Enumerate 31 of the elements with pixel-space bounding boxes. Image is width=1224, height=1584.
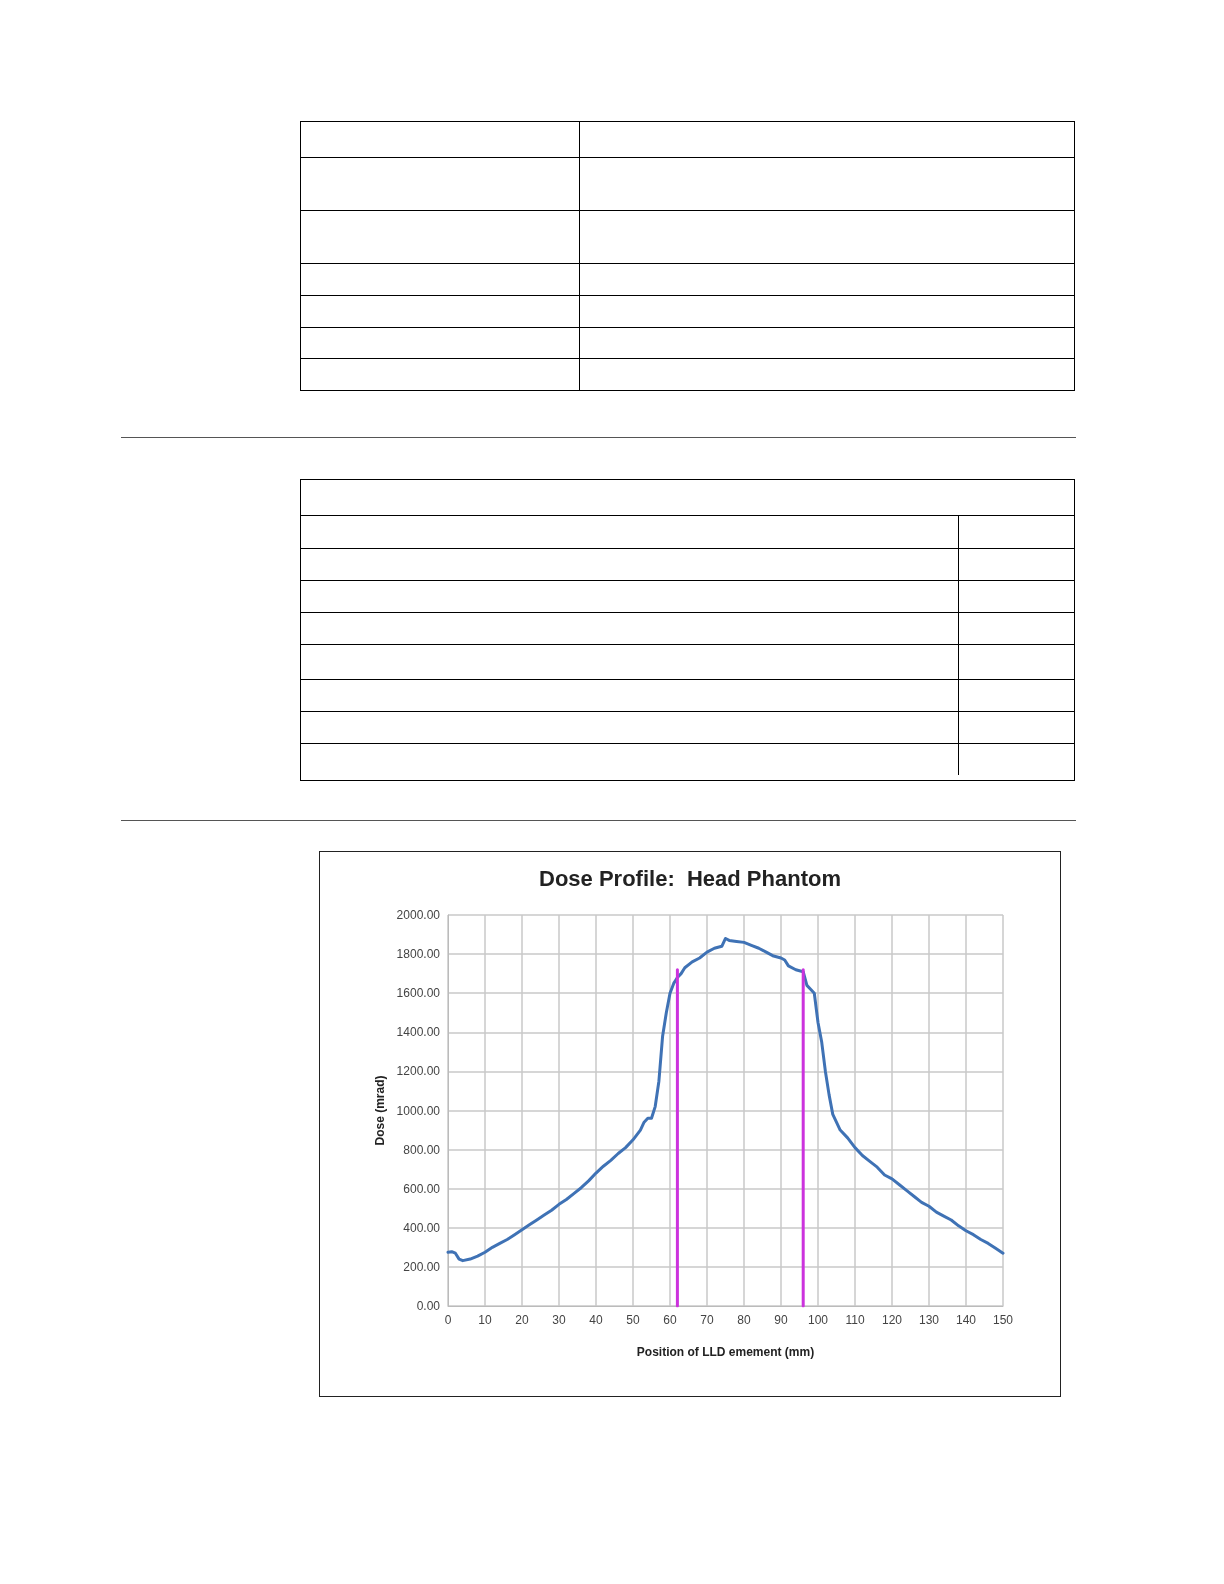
x-tick-label: 30 [552, 1313, 566, 1327]
x-tick-label: 140 [955, 1313, 977, 1327]
y-tick-label: 1400.00 [396, 1025, 441, 1040]
x-tick-label: 100 [807, 1313, 829, 1327]
x-tick-label: 40 [589, 1313, 603, 1327]
y-tick-label: 600.00 [403, 1181, 441, 1196]
x-tick-label: 0 [444, 1313, 452, 1327]
y-tick-label: 1600.00 [396, 986, 441, 1001]
y-tick-label: 1200.00 [396, 1064, 441, 1079]
x-tick-label: 130 [918, 1313, 940, 1327]
y-tick-label: 2000.00 [396, 908, 441, 922]
y-axis-title: Dose (mrad) [372, 1075, 387, 1146]
x-axis-title: Position of LLD emement (mm) [636, 1345, 815, 1359]
x-tick-label: 110 [845, 1313, 865, 1327]
x-tick-label: 80 [737, 1313, 751, 1327]
x-tick-label: 50 [626, 1313, 640, 1327]
line-series [446, 936, 1005, 1263]
x-tick-label: 10 [478, 1313, 492, 1327]
x-tick-label: 120 [881, 1313, 903, 1327]
y-tick-label: 1800.00 [396, 947, 441, 962]
x-tick-label: 90 [774, 1313, 788, 1327]
y-tick-label: 0.00 [416, 1299, 441, 1313]
x-tick-label: 150 [992, 1313, 1014, 1327]
chart-title: Dose Profile: Head Phantom [539, 865, 841, 891]
y-tick-label: 400.00 [403, 1220, 441, 1235]
y-tick-label: 800.00 [403, 1142, 441, 1157]
x-tick-label: 20 [515, 1313, 529, 1327]
y-tick-label: 200.00 [403, 1259, 441, 1274]
x-tick-label: 60 [663, 1313, 677, 1327]
y-tick-label: 1000.00 [396, 1103, 441, 1118]
x-tick-label: 70 [700, 1313, 714, 1327]
